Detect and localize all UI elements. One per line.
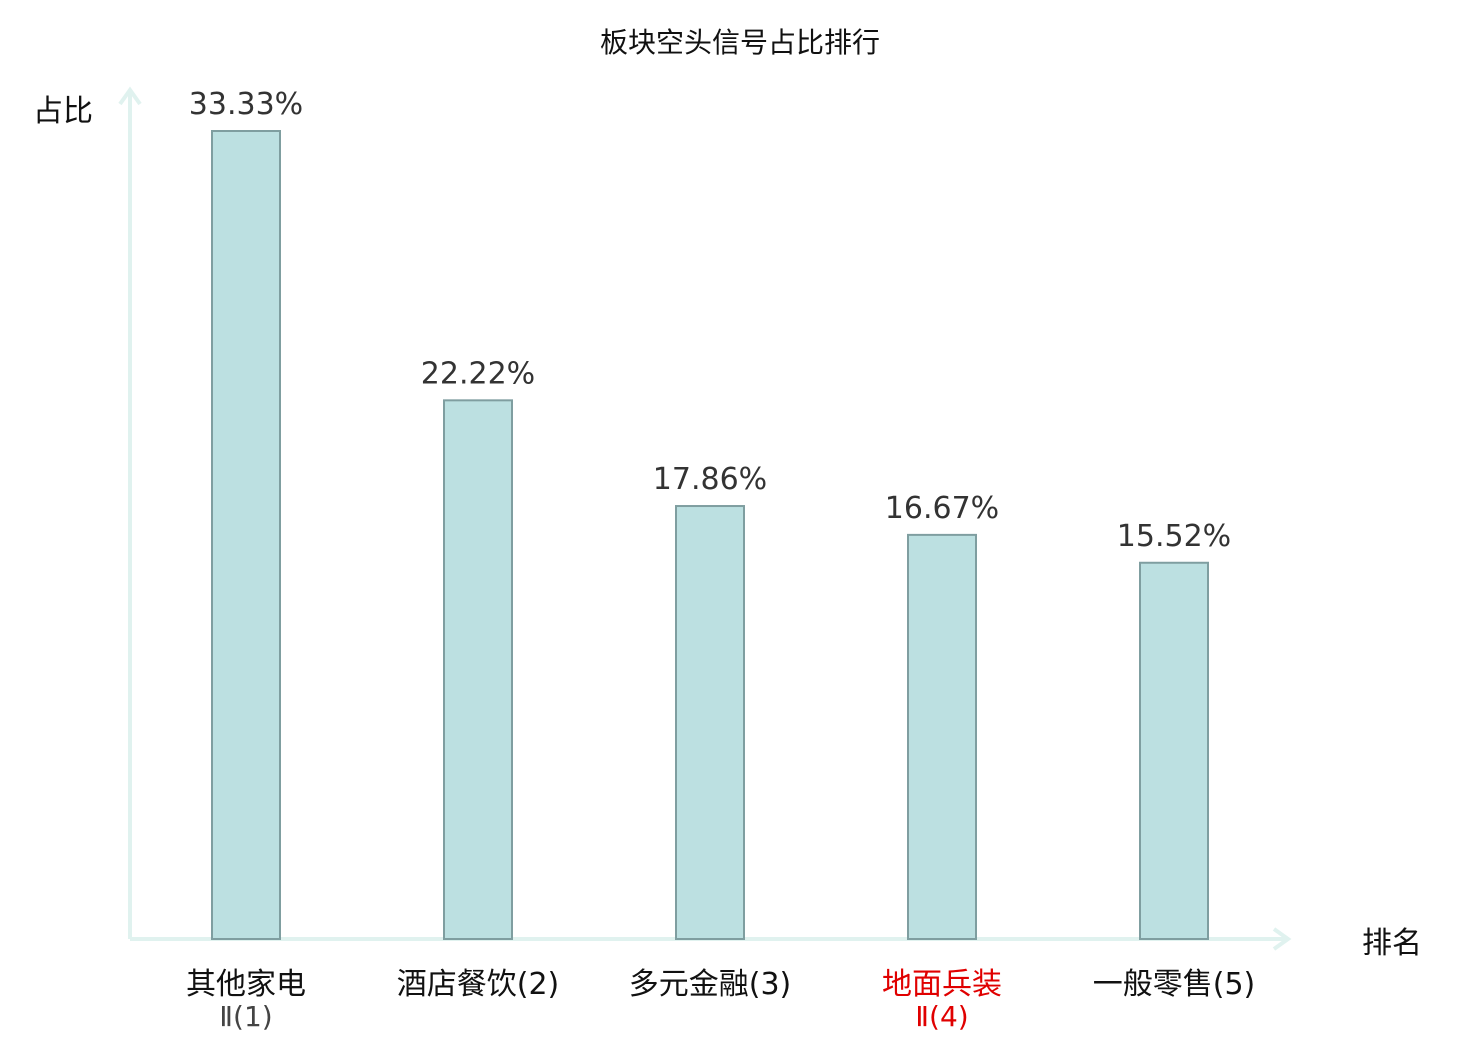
bar bbox=[907, 533, 977, 940]
y-axis-label: 占比 bbox=[33, 94, 93, 129]
value-label: 22.22% bbox=[421, 356, 535, 391]
x-tick-sublabel: Ⅱ(1) bbox=[219, 1000, 272, 1033]
x-tick-label: 酒店餐饮(2) bbox=[397, 967, 560, 1002]
x-tick-label: 多元金融(3) bbox=[629, 967, 792, 1002]
value-label: 15.52% bbox=[1117, 519, 1231, 554]
x-axis-label: 排名 bbox=[1362, 926, 1422, 961]
x-tick-label: 其他家电 bbox=[186, 967, 306, 1002]
x-axis-arrow bbox=[1272, 927, 1292, 951]
bar bbox=[211, 130, 281, 940]
value-label: 33.33% bbox=[189, 87, 303, 122]
x-tick-label: 一般零售(5) bbox=[1093, 967, 1256, 1002]
chart-title: 板块空头信号占比排行 bbox=[600, 26, 880, 59]
x-tick-sublabel: Ⅱ(4) bbox=[915, 1000, 968, 1033]
bar bbox=[1139, 561, 1209, 940]
x-tick-label: 地面兵装 bbox=[882, 967, 1002, 1002]
bars bbox=[211, 130, 1209, 941]
y-axis-arrow bbox=[118, 86, 142, 106]
bar bbox=[443, 399, 513, 941]
value-label: 17.86% bbox=[653, 462, 767, 497]
value-label: 16.67% bbox=[885, 491, 999, 526]
bar bbox=[675, 505, 745, 940]
value-labels: 33.33% 22.22% 17.86% 16.67% 15.52% bbox=[189, 87, 1231, 554]
